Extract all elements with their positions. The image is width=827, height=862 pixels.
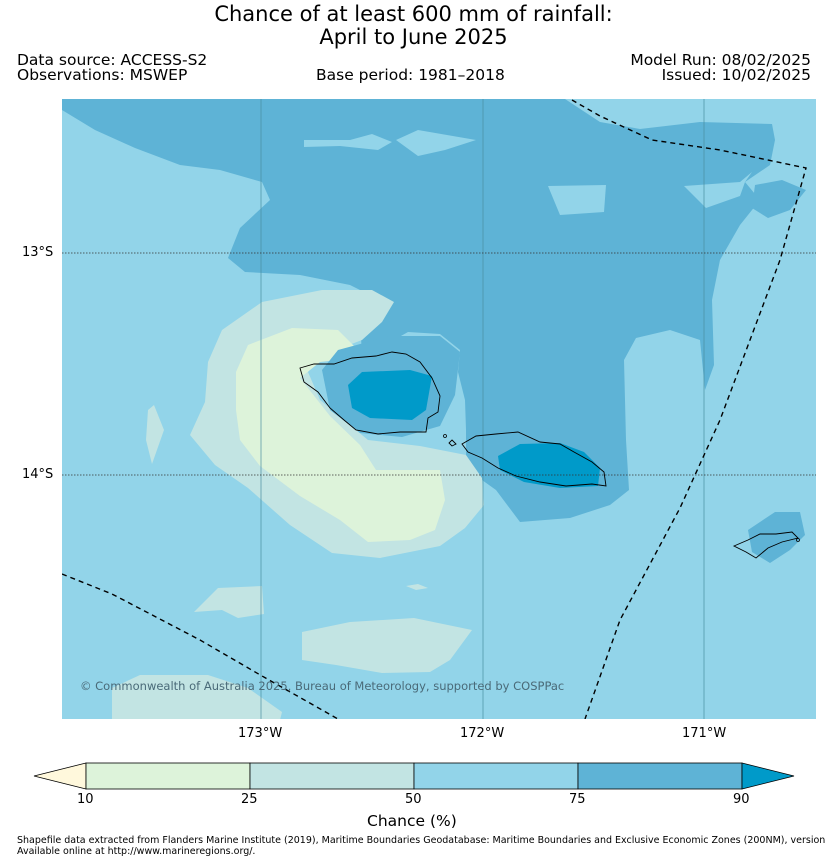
- zone-10-25: [236, 328, 445, 542]
- islet-apolima: [443, 434, 447, 438]
- colorbar: [33, 762, 795, 790]
- rainfall-probability-map: © Commonwealth of Australia 2025, Bureau…: [62, 99, 816, 719]
- island-manono: [448, 439, 457, 447]
- zone-75-90-ne: [752, 180, 806, 218]
- colorbar-swatch-10-25: [85, 762, 251, 790]
- island-tutuila: [732, 531, 799, 559]
- zone-gt90-upolu: [498, 443, 600, 488]
- colorbar-tick-75: 75: [569, 792, 586, 807]
- eez-boundary-southwest: [62, 573, 339, 719]
- lat-label-14s: 14°S: [22, 467, 54, 482]
- graticule: [62, 99, 816, 719]
- zone-25-50-tiny: [406, 584, 428, 590]
- issued-label: Issued: 10/02/2025: [661, 66, 811, 84]
- base-period-label: Base period: 1981–2018: [316, 66, 505, 84]
- map-title-line1: Chance of at least 600 mm of rainfall:: [214, 2, 613, 26]
- eez-boundaries: [62, 99, 807, 719]
- data-source-label: Data source: ACCESS-S2: [17, 51, 208, 69]
- zone-25-50-south-a: [194, 586, 264, 618]
- zone-25-50-south-c: [112, 675, 282, 719]
- island-savaii: [299, 351, 441, 435]
- islands: [299, 351, 799, 559]
- colorbar-tick-90: 90: [733, 792, 750, 807]
- zone-gt90-savaii: [348, 370, 432, 420]
- island-upolu: [461, 431, 607, 487]
- colorbar-tick-25: 25: [241, 792, 258, 807]
- zone-25-50-west: [146, 405, 164, 464]
- observations-label: Observations: MSWEP: [17, 66, 188, 84]
- zone-50-75-patch-c: [304, 134, 392, 150]
- colorbar-swatch-25-50: [249, 762, 415, 790]
- zone-75-90-east: [748, 512, 805, 563]
- islet-aunuu: [796, 538, 800, 542]
- map-title-line2: April to June 2025: [319, 25, 508, 49]
- lon-label-173w: 173°W: [238, 726, 283, 741]
- colorbar-tick-10: 10: [77, 792, 94, 807]
- footer-source-line1: Shapefile data extracted from Flanders M…: [17, 835, 827, 846]
- zone-25-50-south-b: [302, 618, 472, 673]
- lon-label-172w: 172°W: [460, 726, 505, 741]
- zone-50-75-patch-b: [396, 130, 476, 156]
- lon-label-171w: 171°W: [682, 726, 727, 741]
- zone-50-75-patch-a: [548, 185, 606, 215]
- footer-source-line2: Available online at http://www.marinereg…: [17, 846, 256, 857]
- lat-label-13s: 13°S: [22, 245, 54, 260]
- zone-50-75-patch-d: [684, 172, 752, 208]
- model-run-label: Model Run: 08/02/2025: [630, 51, 811, 69]
- colorbar-tick-50: 50: [405, 792, 422, 807]
- copyright-notice: © Commonwealth of Australia 2025, Bureau…: [80, 679, 564, 693]
- colorbar-label: Chance (%): [367, 812, 457, 830]
- colorbar-swatch-lt10: [33, 762, 87, 790]
- colorbar-swatch-50-75: [413, 762, 579, 790]
- colorbar-swatch-gt90: [741, 762, 795, 790]
- colorbar-swatch-75-90: [577, 762, 743, 790]
